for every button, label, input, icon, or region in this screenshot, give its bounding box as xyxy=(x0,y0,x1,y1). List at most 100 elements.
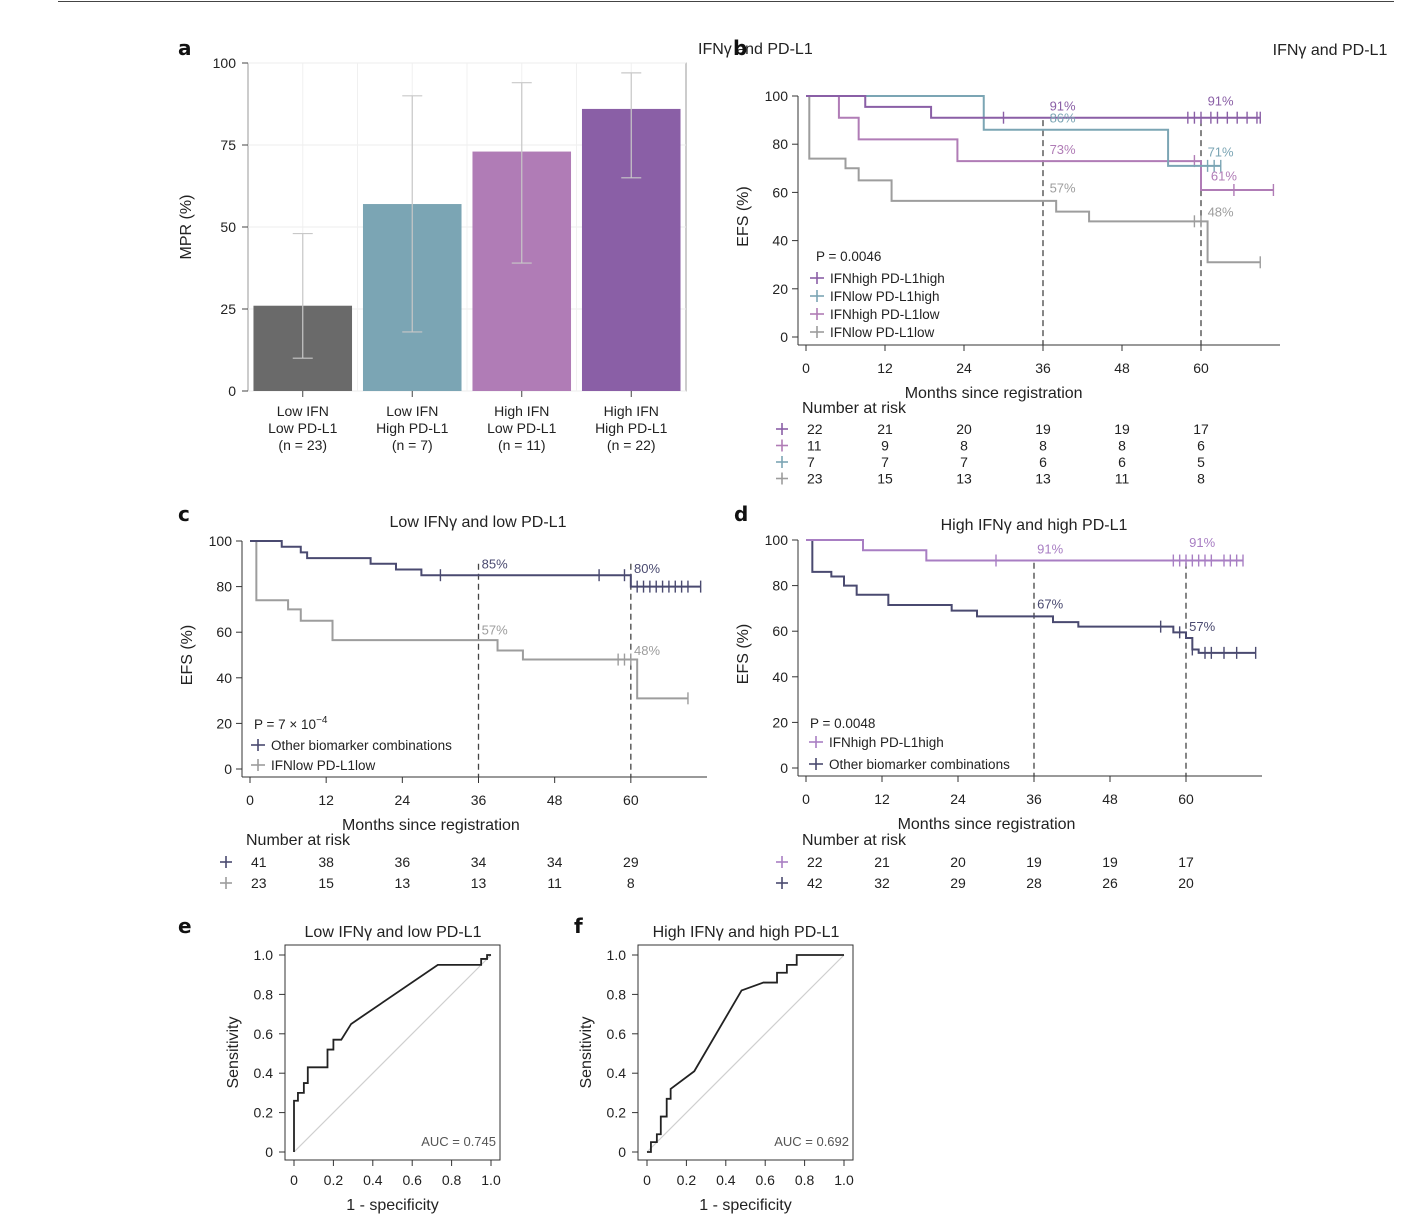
x-tick-label: 12 xyxy=(874,791,890,807)
survival-annotation: 91% xyxy=(1050,98,1076,113)
risk-count: 13 xyxy=(395,875,411,891)
risk-count: 36 xyxy=(395,854,411,870)
survival-curve xyxy=(806,95,1261,119)
x-category-label: Low PD-L1 xyxy=(487,420,556,436)
y-tick-label: 80 xyxy=(772,578,788,594)
y-tick-label: 50 xyxy=(220,219,236,235)
y-tick-label: 100 xyxy=(213,55,237,71)
risk-count: 13 xyxy=(1035,471,1051,487)
y-tick-label: 80 xyxy=(216,579,232,595)
p-value: P = 7 × 10−4 xyxy=(254,715,328,732)
risk-count: 19 xyxy=(1035,421,1051,437)
x-tick-label: 0.8 xyxy=(442,1172,462,1188)
risk-count: 8 xyxy=(1118,438,1126,454)
y-tick-label: 0 xyxy=(780,760,788,776)
legend-entry: Other biomarker combinations xyxy=(271,738,452,753)
panel-label-d: d xyxy=(734,502,748,526)
risk-count: 22 xyxy=(807,854,823,870)
auc-label: AUC = 0.692 xyxy=(774,1134,849,1149)
risk-table-title: Number at risk xyxy=(246,832,351,849)
risk-count: 11 xyxy=(547,875,562,891)
x-tick-label: 36 xyxy=(1026,791,1042,807)
y-axis-label: EFS (%) xyxy=(735,186,752,246)
y-tick-label: 40 xyxy=(772,669,788,685)
survival-curve xyxy=(806,95,1221,167)
risk-count: 11 xyxy=(1115,471,1130,487)
risk-count: 13 xyxy=(956,471,972,487)
y-tick-label: 0.6 xyxy=(607,1026,627,1042)
y-tick-label: 60 xyxy=(772,184,788,200)
x-category-label: Low PD-L1 xyxy=(268,420,337,436)
panel-label-e: e xyxy=(178,914,192,938)
y-tick-label: 75 xyxy=(220,137,236,153)
y-tick-label: 0.4 xyxy=(254,1065,274,1081)
risk-count: 8 xyxy=(1039,438,1047,454)
y-axis-label: MPR (%) xyxy=(178,195,195,260)
risk-count: 19 xyxy=(1026,854,1042,870)
x-axis-label: Months since registration xyxy=(898,816,1076,833)
survival-annotation: 61% xyxy=(1211,168,1237,183)
survival-annotation: 86% xyxy=(1050,111,1076,126)
plot-frame xyxy=(284,944,501,1161)
x-tick-label: 0.4 xyxy=(716,1172,736,1188)
panel-label-f: f xyxy=(574,914,583,938)
y-tick-label: 0.6 xyxy=(254,1026,274,1042)
survival-curve xyxy=(806,539,1256,654)
risk-count: 8 xyxy=(1197,471,1205,487)
x-tick-label: 0 xyxy=(290,1172,298,1188)
risk-count: 19 xyxy=(1102,854,1118,870)
y-tick-label: 0.4 xyxy=(607,1065,627,1081)
y-tick-label: 1.0 xyxy=(607,947,627,963)
panel-b-km-chart: IFNγ and PD-L1 0 20 40 60 80 100 0 12 24 36 48 60 Mon… xyxy=(735,42,1387,487)
y-tick-label: 25 xyxy=(220,301,236,317)
survival-annotation: 57% xyxy=(1050,180,1076,195)
survival-curve xyxy=(250,540,688,700)
diagonal-reference xyxy=(646,954,845,1153)
y-tick-label: 0.2 xyxy=(607,1105,627,1121)
x-tick-label: 24 xyxy=(956,360,972,376)
survival-annotation: 73% xyxy=(1050,142,1076,157)
risk-count: 9 xyxy=(881,438,889,454)
x-axis-label: Months since registration xyxy=(905,385,1083,402)
risk-count: 11 xyxy=(807,438,822,454)
x-axis-label: Months since registration xyxy=(342,817,520,834)
y-axis-label: Sensitivity xyxy=(225,1016,242,1088)
risk-count: 41 xyxy=(251,854,267,870)
x-category-label: High IFN xyxy=(494,403,549,419)
p-value: P = 0.0048 xyxy=(810,716,875,731)
x-category-label: High PD-L1 xyxy=(595,420,668,436)
x-category-label: (n = 11) xyxy=(498,437,546,453)
x-tick-label: 0.8 xyxy=(795,1172,815,1188)
legend-entry: IFNlow PD-L1high xyxy=(830,289,940,304)
x-tick-label: 60 xyxy=(1178,791,1194,807)
y-tick-label: 60 xyxy=(216,624,232,640)
risk-count: 6 xyxy=(1118,454,1126,470)
legend-entry: IFNhigh PD-L1high xyxy=(830,271,945,286)
risk-count: 7 xyxy=(881,454,889,470)
x-tick-label: 24 xyxy=(395,792,411,808)
chart-title: IFNγ and PD-L1 xyxy=(1273,42,1388,59)
risk-table-title: Number at risk xyxy=(802,400,907,417)
survival-curve xyxy=(806,539,1243,562)
survival-annotation: 71% xyxy=(1208,144,1234,159)
x-tick-label: 1.0 xyxy=(481,1172,501,1188)
x-tick-label: 24 xyxy=(950,791,966,807)
risk-count: 7 xyxy=(807,454,815,470)
chart-title: Low IFNγ and low PD-L1 xyxy=(390,514,567,531)
legend-entry: IFNhigh PD-L1high xyxy=(829,735,944,750)
chart-title: Low IFNγ and low PD-L1 xyxy=(305,924,482,941)
x-category-label: High IFN xyxy=(604,403,659,419)
risk-count: 26 xyxy=(1102,875,1118,891)
y-tick-label: 100 xyxy=(209,533,233,549)
x-tick-label: 0.6 xyxy=(402,1172,422,1188)
x-category-label: Low IFN xyxy=(386,403,438,419)
auc-label: AUC = 0.745 xyxy=(421,1134,496,1149)
legend-entry: IFNlow PD-L1low xyxy=(271,758,376,773)
legend-entry: IFNhigh PD-L1low xyxy=(830,307,940,322)
p-value-exponent: −4 xyxy=(316,715,328,726)
risk-table-title: Number at risk xyxy=(802,832,907,849)
y-tick-label: 40 xyxy=(772,233,788,249)
x-tick-label: 48 xyxy=(1114,360,1130,376)
survival-annotation: 67% xyxy=(1037,596,1063,611)
